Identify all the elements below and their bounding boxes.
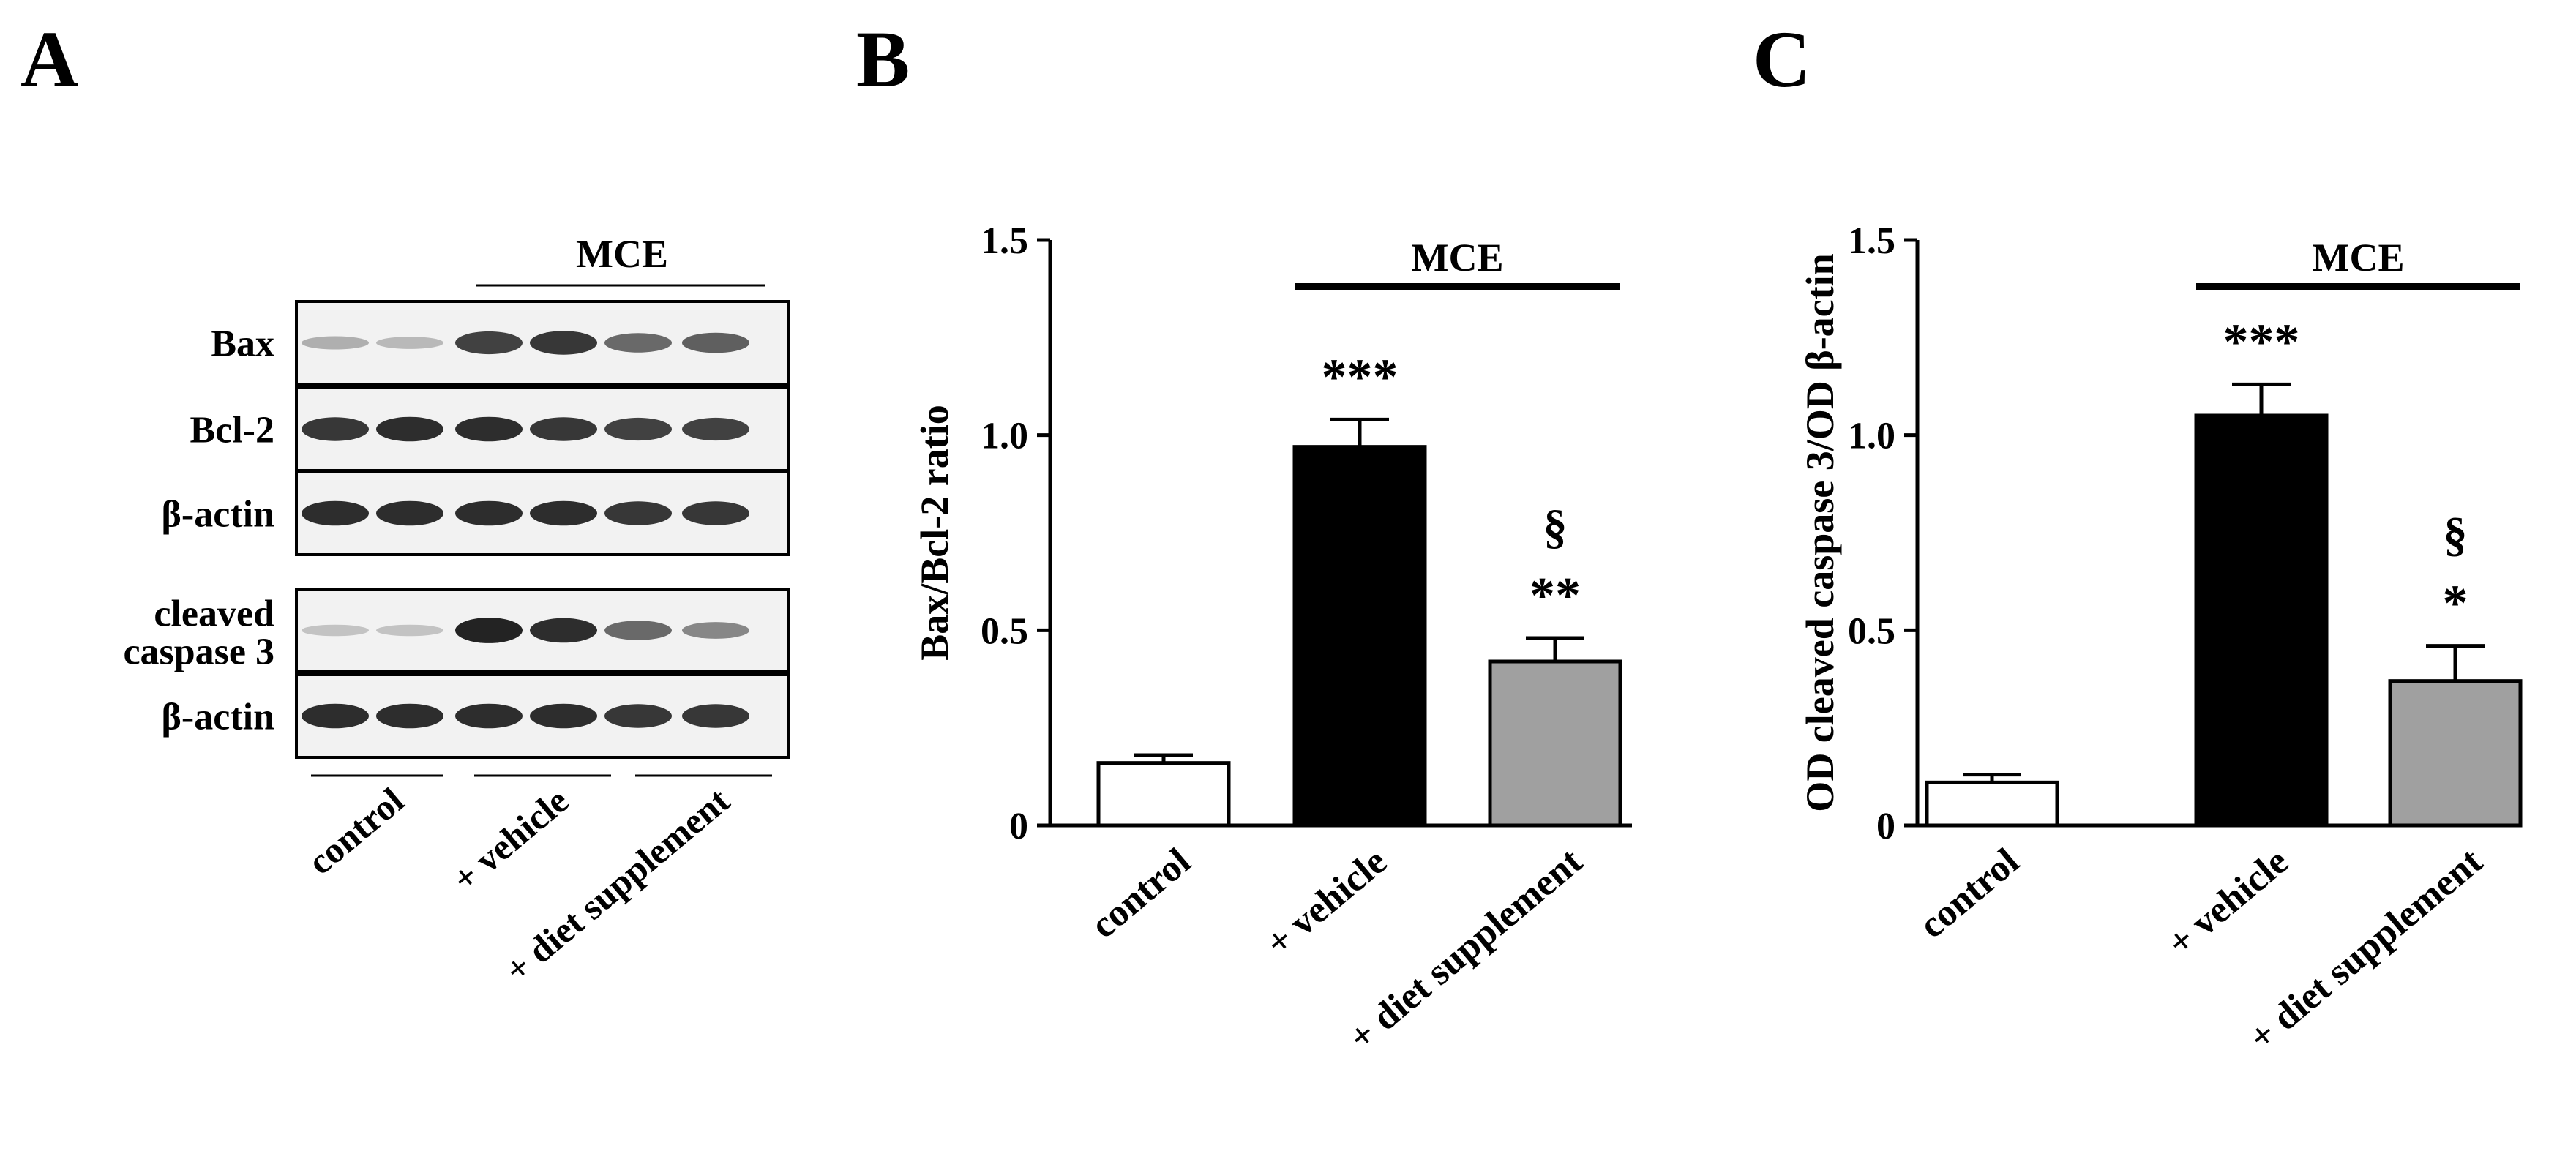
y-axis-label: Bax/Bcl-2 ratio	[913, 405, 956, 660]
bar	[2194, 413, 2329, 828]
blot-band	[604, 417, 672, 441]
blot-lane-group-label: + vehicle	[444, 780, 576, 900]
blot-band	[530, 500, 597, 526]
blot-band	[530, 703, 597, 729]
blot-row-label: β-actin	[162, 697, 275, 738]
blot-band	[376, 624, 443, 637]
panel-letter-a: A	[20, 15, 78, 104]
blot-band	[530, 331, 597, 355]
blot-mce-label: MCE	[576, 232, 668, 276]
blot-band	[302, 624, 369, 637]
category-label: + vehicle	[1258, 841, 1395, 964]
blot-band	[302, 417, 369, 441]
significance-symbol: §	[2444, 509, 2468, 562]
y-tick-label: 0.5	[1848, 610, 1895, 652]
blot-band	[604, 704, 672, 728]
significance-label: *	[2443, 576, 2468, 632]
blot-lane-group-label: control	[300, 779, 411, 882]
significance-symbol: §	[1543, 500, 1568, 554]
western-blot-panel: MCE Bax Bcl-2 β-actin cleaved caspase 3 β-act…	[123, 232, 790, 991]
category-label: control	[1912, 841, 2027, 947]
blot-row-label-line: cleaved	[154, 593, 274, 635]
y-tick-label: 0	[1009, 806, 1028, 847]
significance-label: ***	[2223, 314, 2300, 370]
blot-row-label: Bcl-2	[190, 410, 274, 451]
category-label: + vehicle	[2160, 841, 2296, 964]
blot-row-label: Bax	[211, 323, 274, 365]
blot-band	[455, 500, 523, 526]
bar	[1292, 445, 1427, 828]
blot-band	[376, 337, 443, 349]
bar	[1488, 659, 1622, 828]
blot-band	[530, 618, 597, 643]
bar	[1096, 761, 1231, 828]
blot-band	[455, 331, 523, 355]
blot-band	[455, 703, 523, 729]
blot-band	[376, 703, 443, 729]
blot-band	[682, 332, 749, 353]
blot-band	[604, 501, 672, 525]
y-axis-label: OD cleaved caspase 3/OD β-actin	[1798, 253, 1842, 811]
blot-band	[302, 500, 369, 526]
mce-group-label: MCE	[2313, 236, 2405, 280]
bar	[2388, 679, 2523, 828]
y-tick-label: 1.0	[1848, 416, 1895, 457]
y-tick-label: 0	[1876, 806, 1895, 847]
panel-letter-c: C	[1753, 15, 1811, 104]
y-tick-label: 1.0	[981, 416, 1028, 457]
blot-row-label-line: caspase 3	[123, 631, 274, 673]
panel-letter-b: B	[856, 15, 910, 104]
blot-band	[455, 416, 523, 442]
blot-band	[376, 500, 443, 526]
blot-band	[376, 416, 443, 442]
bar	[1925, 780, 2059, 828]
blot-band	[455, 618, 523, 643]
blot-band	[682, 622, 749, 639]
blot-band	[682, 501, 749, 525]
mce-group-label: MCE	[1412, 236, 1504, 280]
y-tick-label: 1.5	[981, 220, 1028, 262]
blot-band	[302, 703, 369, 729]
blot-row-label: β-actin	[162, 494, 275, 536]
blot-band	[604, 333, 672, 353]
significance-label: ***	[1322, 349, 1399, 405]
blot-row-label: cleaved caspase 3	[123, 593, 274, 673]
chart-c: 0 0.5 1.0 1.5OD cleaved caspase 3/OD β-acti…	[1798, 220, 2523, 1059]
blot-band	[604, 621, 672, 640]
y-tick-label: 0.5	[981, 610, 1028, 652]
blot-band	[302, 336, 369, 350]
category-label: control	[1083, 841, 1199, 947]
blot-band	[682, 417, 749, 441]
blot-band	[530, 417, 597, 441]
blot-band	[682, 704, 749, 728]
significance-label: **	[1530, 568, 1581, 624]
chart-b: 0 0.5 1.0 1.5 Bax/Bcl-2 ratio MCE control *** + …	[913, 220, 1632, 1059]
y-tick-label: 1.5	[1848, 220, 1895, 262]
